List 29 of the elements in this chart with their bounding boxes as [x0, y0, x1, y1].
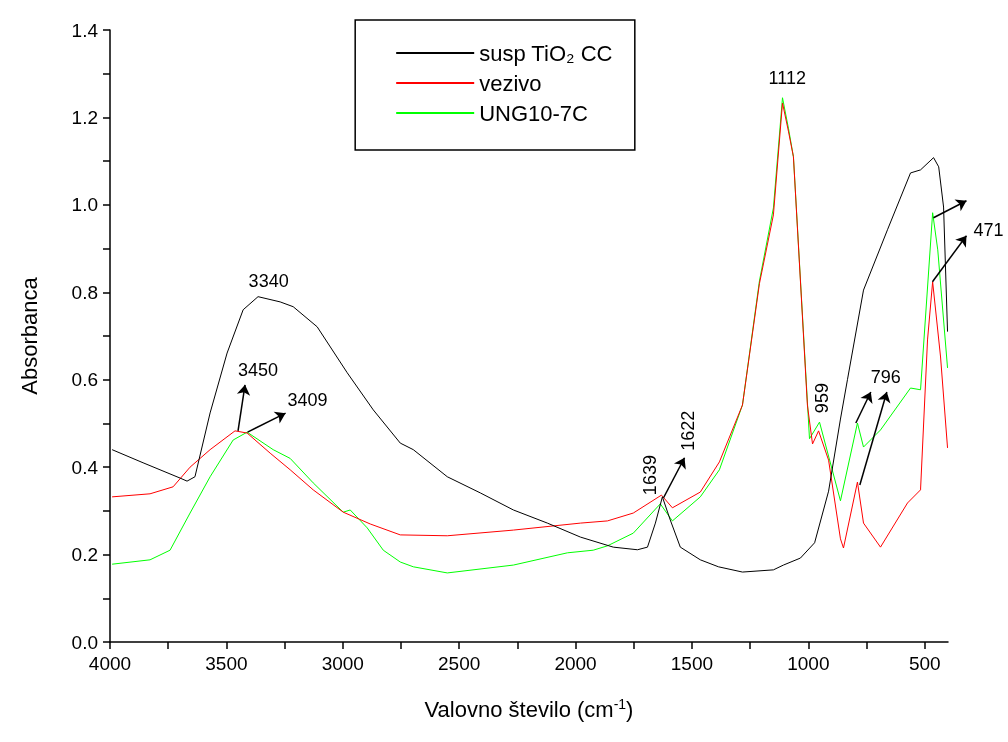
legend-label: UNG10-7C	[479, 100, 589, 126]
x-tick-label: 1500	[670, 653, 714, 674]
annotation: 3340	[248, 270, 289, 291]
y-axis-title: Absorbanca	[16, 276, 42, 395]
x-tick-label: 3500	[205, 653, 248, 674]
y-tick-label: 1.2	[71, 106, 98, 128]
x-tick-label: 2500	[438, 653, 481, 674]
annotation: 1622	[677, 410, 698, 451]
annotation: 3450	[238, 359, 279, 380]
x-tick-label: 500	[908, 653, 941, 674]
x-tick-label: 1000	[787, 653, 830, 674]
annotation: 1639	[639, 455, 660, 496]
y-tick-label: 0.6	[71, 369, 98, 391]
x-tick-label: 2000	[554, 653, 597, 674]
x-tick-label: 4000	[88, 653, 132, 674]
y-tick-label: 0.0	[71, 631, 98, 653]
annotation: 959	[811, 383, 832, 414]
annotation: 3409	[287, 390, 328, 411]
annotation: 471	[973, 219, 1004, 240]
y-tick-label: 0.8	[71, 281, 98, 303]
legend-label: vezivo	[479, 70, 542, 96]
y-tick-label: 0.4	[71, 456, 99, 478]
y-tick-label: 0.2	[71, 544, 98, 566]
y-tick-label: 1.4	[71, 19, 99, 41]
annotation: 1112	[768, 67, 806, 88]
x-tick-label: 3000	[321, 653, 364, 674]
y-tick-label: 1.0	[71, 194, 98, 216]
annotation: 796	[870, 366, 901, 387]
legend-label: susp TiO₂ CC	[479, 40, 613, 66]
